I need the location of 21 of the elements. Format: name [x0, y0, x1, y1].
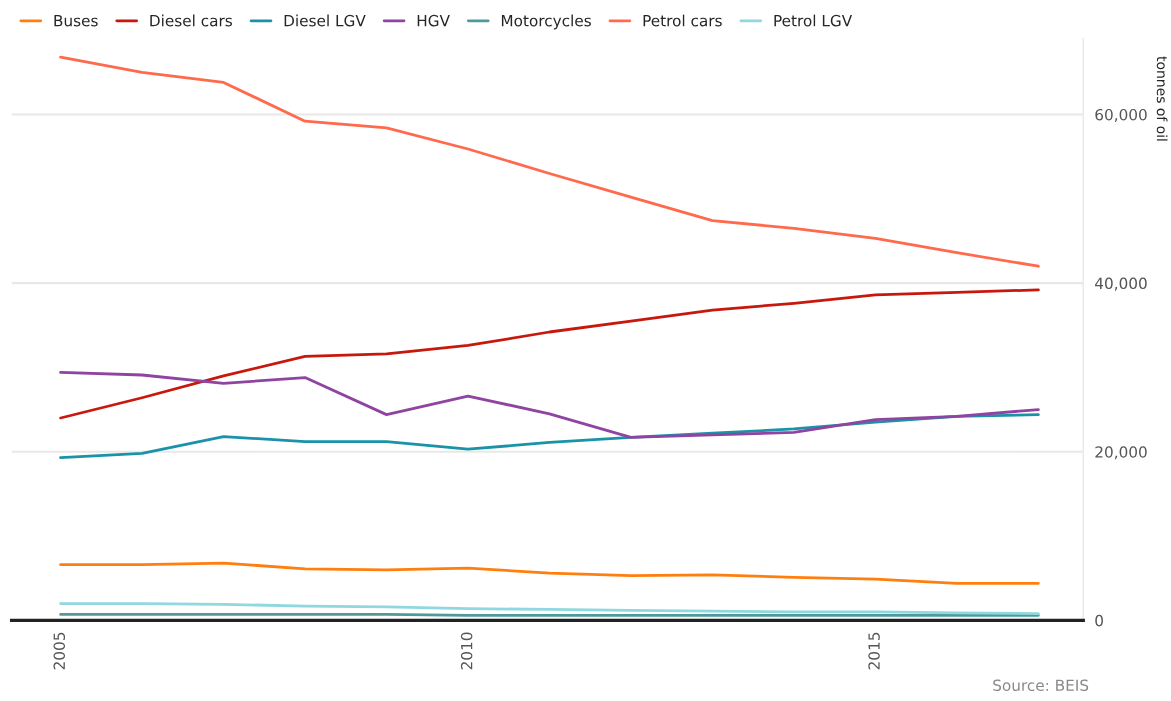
legend-label: Petrol cars	[643, 14, 722, 27]
line-series	[59, 288, 1040, 420]
line-series	[59, 371, 1040, 439]
y-tick-label: 20,000	[1095, 446, 1147, 460]
y-axis-title: tonnes of oil	[1156, 56, 1168, 141]
legend-label: Buses	[54, 15, 98, 27]
y-tick-label: 0	[1095, 614, 1103, 627]
legend-label: Diesel LGV	[284, 14, 366, 27]
y-tick-label: 40,000	[1095, 277, 1147, 291]
legend-label: HGV	[417, 14, 450, 27]
y-tick-label: 60,000	[1095, 108, 1147, 123]
line-series	[59, 561, 1040, 585]
source-note: Source: BEIS	[993, 679, 1089, 692]
x-tick-label: 2005	[53, 632, 66, 670]
x-tick-label: 2015	[868, 632, 880, 670]
line-series	[59, 602, 1040, 616]
legend-label: Motorcycles	[501, 14, 591, 30]
legend-label: Petrol LGV	[774, 14, 853, 27]
x-tick-label: 2010	[460, 632, 473, 670]
line-series	[59, 55, 1040, 268]
legend-label: Diesel cars	[150, 14, 232, 27]
